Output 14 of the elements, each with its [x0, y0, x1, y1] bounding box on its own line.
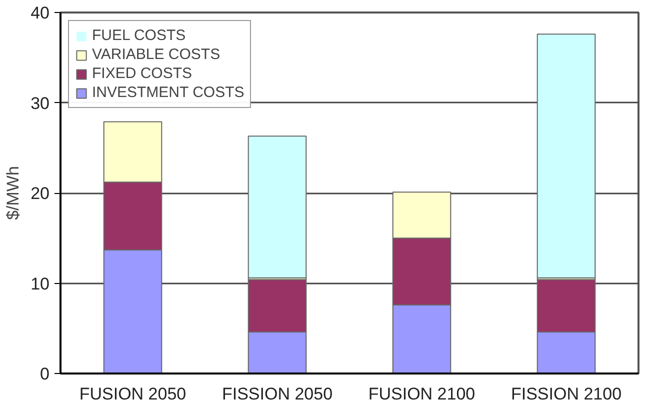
legend-label: INVESTMENT COSTS	[92, 84, 244, 101]
legend-label: FUEL COSTS	[92, 27, 186, 44]
y-tick-label: 10	[30, 274, 50, 294]
x-tick-label: FUSION 2050	[79, 384, 186, 404]
legend-label: VARIABLE COSTS	[92, 46, 220, 63]
y-axis-title: $/MWh	[4, 166, 23, 220]
y-tick-label: 20	[30, 184, 50, 203]
y-tick-label: 30	[30, 94, 50, 113]
y-tick-label: 40	[30, 4, 50, 22]
legend-label: FIXED COSTS	[92, 65, 192, 82]
x-tick-label: FUSION 2100	[368, 384, 476, 404]
x-tick-label: FISSION 2100	[510, 384, 622, 404]
y-tick-label: 0	[40, 364, 50, 384]
x-tick-label: FISSION 2050	[222, 384, 333, 404]
